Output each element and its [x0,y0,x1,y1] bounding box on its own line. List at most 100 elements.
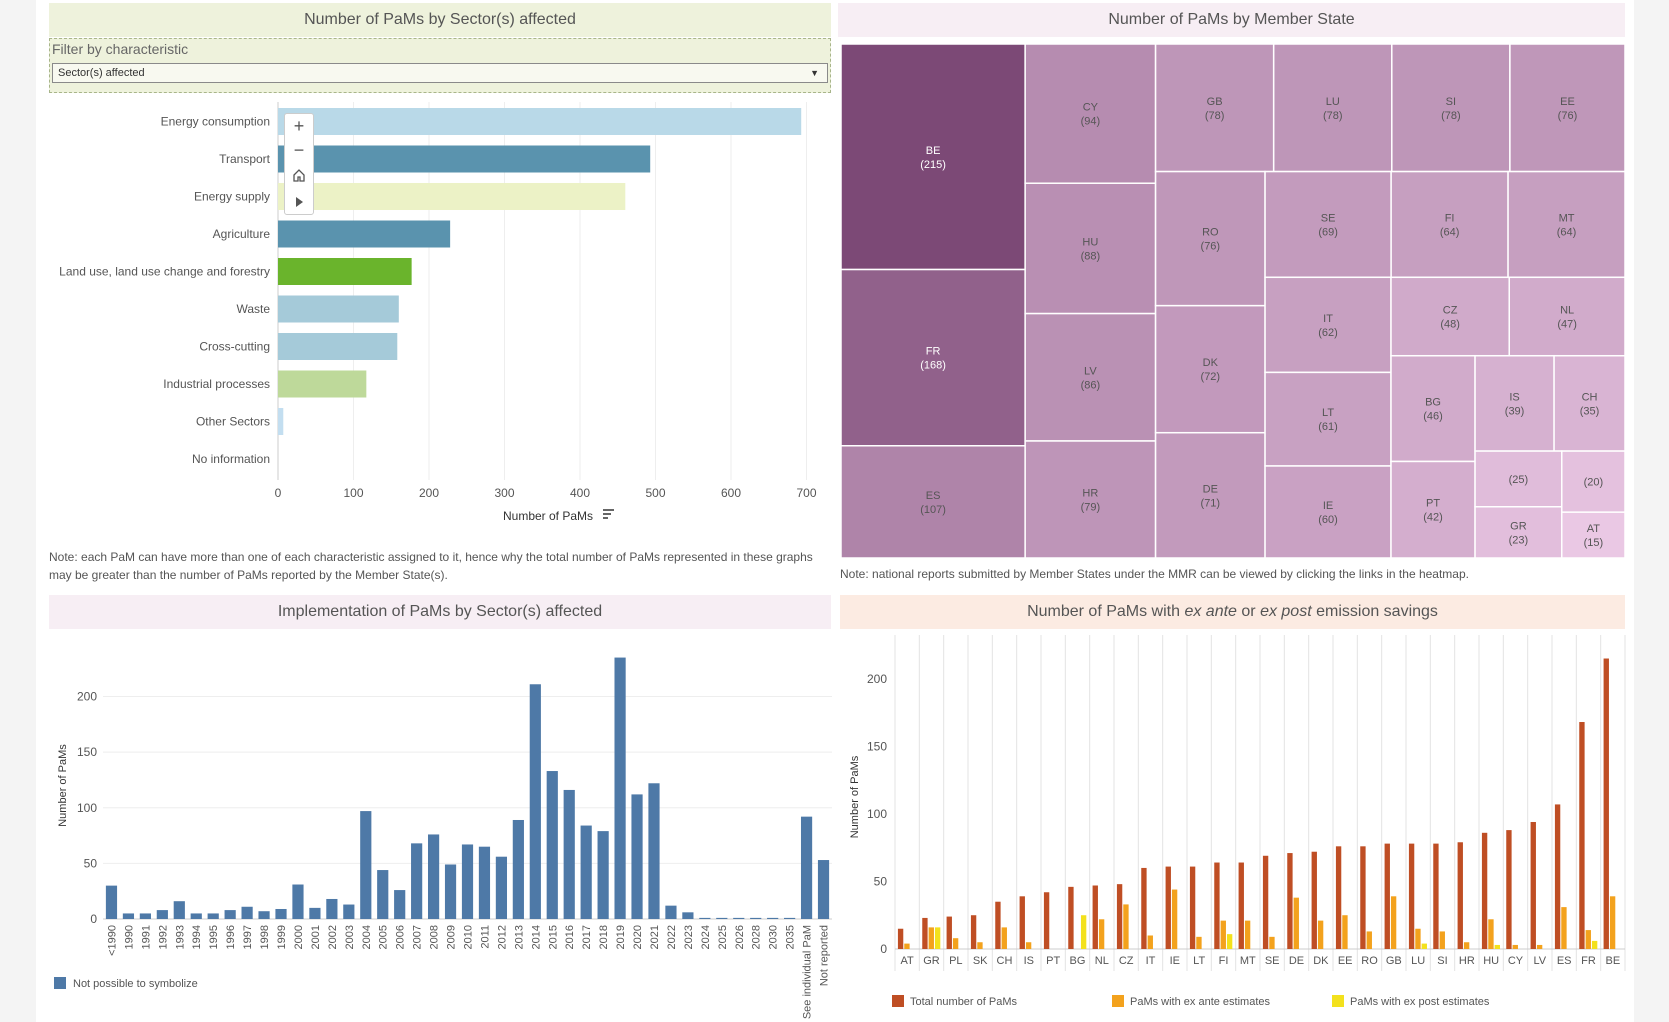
x-tick-label: 2026 [734,925,746,949]
play-icon[interactable] [285,190,313,214]
x-tick-label: CY [1508,955,1524,967]
x-tick-label: 1992 [157,925,169,949]
x-tick-label: LT [1193,955,1205,967]
treemap-country-label: RO [1202,227,1219,239]
legend-swatch [1112,995,1124,1007]
treemap-country-label: GR [1510,520,1527,532]
treemap-value-label: (15) [1584,537,1604,549]
sector-bar-chart: 0 100 200 300 400 500 600 700 Energy consumption… [59,102,817,523]
x-tick-label: 2004 [361,925,373,949]
x-tick-label: IT [1146,955,1156,967]
x-tick-label: 2025 [717,925,729,949]
implementation-bar [478,846,491,919]
savings-bar [952,938,959,949]
treemap-value-label: (42) [1423,512,1443,524]
characteristic-dropdown[interactable]: Sector(s) affected ▼ [52,63,828,83]
savings-bar [1481,832,1488,949]
savings-bar [1226,934,1233,949]
treemap-value-label: (72) [1201,371,1221,383]
sector-note: Note: each PaM can have more than one of… [49,550,813,582]
y-axis-title: Number of PaMs [57,744,69,827]
x-tick-label: 2014 [530,925,542,949]
implementation-bar [665,905,677,919]
savings-bar [977,942,983,949]
treemap-country-label: EE [1560,96,1575,108]
sector-bar [278,333,398,360]
treemap-value-label: (39) [1505,405,1525,417]
x-tick-label: 1994 [191,925,203,949]
x-tick-label: 2035 [785,925,797,949]
savings-bar [1165,866,1171,949]
savings-bar [1408,843,1415,949]
savings-title-pre: Number of PaMs with [1027,603,1185,620]
implementation-bar [699,917,711,919]
savings-bar [1214,862,1220,949]
x-tick-label: 2023 [683,925,695,949]
treemap-cell [1474,506,1563,558]
savings-bar [1189,866,1196,949]
sector-panel-title: Number of PaMs by Sector(s) affected [49,3,831,37]
x-tick-label: 1991 [140,925,152,949]
x-tick-label: 2009 [446,925,458,949]
x-tick-label: 500 [645,486,665,500]
savings-bar [1317,920,1324,949]
savings-bar [1147,935,1153,949]
dropdown-value: Sector(s) affected [58,67,145,79]
savings-bar [1366,931,1372,949]
x-tick-label: 2019 [615,925,627,949]
member-state-treemap: BE (215) FR (168) ES (107) CY (94) HU (88) LV (86) H… [841,44,1625,558]
x-tick-label: NL [1095,955,1109,967]
treemap-cell [1154,170,1266,307]
implementation-panel-title: Implementation of PaMs by Sector(s) affe… [49,595,831,629]
implementation-bar [309,907,321,919]
savings-bar [1092,885,1098,949]
savings-bar [928,927,934,949]
implementation-bar [139,913,151,919]
home-icon[interactable] [285,164,313,188]
implementation-bar-chart: 0 50 100 150 200 Number of PaMs <1990 1990 1991 1… [54,657,832,1019]
treemap-cell [1507,170,1625,279]
savings-bar [1384,843,1390,949]
treemap-value-label: (64) [1557,226,1577,238]
zoom-in-button[interactable]: + [293,116,305,136]
treemap-value-label: (64) [1440,226,1460,238]
treemap-value-label: (20) [1584,477,1604,489]
implementation-bar [716,917,728,919]
x-tick-label: LV [1534,955,1547,967]
implementation-bar [190,913,202,919]
sector-category-label: Agriculture [213,227,271,241]
sector-bar [278,220,451,248]
implementation-bar [275,908,287,919]
treemap-cell [1024,440,1157,558]
treemap-country-label: BE [926,145,941,157]
treemap-country-label: CH [1582,391,1598,403]
implementation-bar [546,771,558,919]
x-tick-label: FR [1581,955,1596,967]
y-tick-label: 150 [867,739,887,753]
implementation-bar [784,917,796,919]
savings-bar [1609,896,1616,949]
x-tick-label: ES [1557,955,1572,967]
treemap-country-label: DE [1203,483,1218,495]
x-tick-label: 2013 [513,925,525,949]
x-tick-label: 2022 [666,925,678,949]
implementation-bar [207,913,219,919]
x-tick-label: 2030 [768,925,780,949]
savings-bar [995,901,1001,949]
x-tick-label: PT [1046,955,1060,967]
x-tick-label: 2008 [429,925,441,949]
sector-bar [278,370,367,398]
legend-swatch [892,995,904,1007]
zoom-out-button[interactable]: − [293,140,305,160]
x-tick-label: 0 [275,486,282,500]
sector-bar [278,258,412,285]
treemap-cell [1561,450,1625,513]
sector-category-label: No information [192,452,270,466]
x-tick-label: AT [901,955,915,967]
treemap-country-label: FI [1445,212,1455,224]
y-tick-label: 150 [77,745,97,759]
implementation-bar [241,906,253,919]
y-tick-label: 100 [77,801,97,815]
sector-category-label: Transport [219,152,271,166]
treemap-country-label: HR [1082,487,1098,499]
